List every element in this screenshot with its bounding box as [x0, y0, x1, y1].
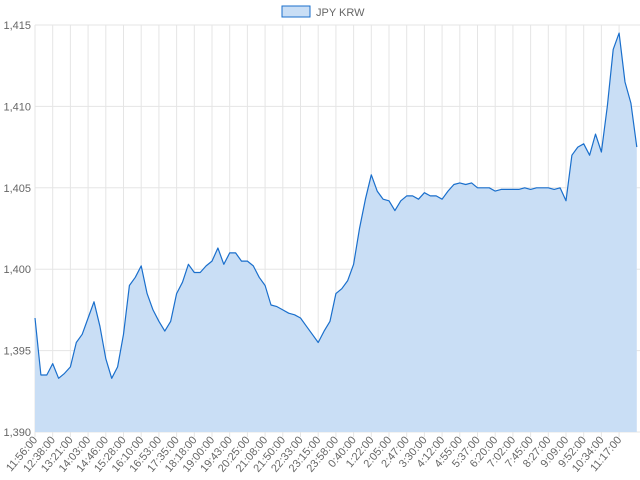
y-tick-label: 1,405 [3, 183, 31, 195]
y-tick-label: 1,395 [3, 346, 31, 358]
y-tick-label: 1,410 [3, 101, 31, 113]
area-fill [35, 33, 637, 432]
legend-label: JPY KRW [316, 7, 365, 19]
legend-swatch [281, 5, 311, 18]
y-tick-label: 1,390 [3, 427, 31, 439]
y-tick-label: 1,400 [3, 264, 31, 276]
line [34, 32, 638, 379]
y-tick-label: 1,415 [3, 20, 31, 32]
